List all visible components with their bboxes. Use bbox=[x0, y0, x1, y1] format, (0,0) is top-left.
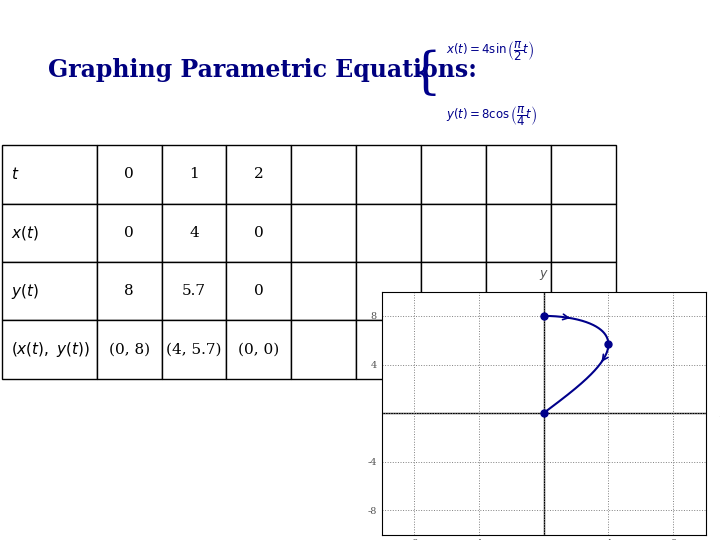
Point bbox=[538, 409, 549, 417]
Text: $y$: $y$ bbox=[539, 268, 549, 282]
Text: $x$: $x$ bbox=[719, 407, 720, 420]
Point bbox=[603, 340, 614, 348]
Text: $y(t) = 8\cos\left(\dfrac{\pi}{4}t\right)$: $y(t) = 8\cos\left(\dfrac{\pi}{4}t\right… bbox=[446, 104, 536, 128]
Text: $x(t) = 4\sin\left(\dfrac{\pi}{2}t\right)$: $x(t) = 4\sin\left(\dfrac{\pi}{2}t\right… bbox=[446, 39, 534, 63]
Text: {: { bbox=[410, 50, 442, 99]
Point bbox=[538, 312, 549, 320]
Text: Graphing Parametric Equations:: Graphing Parametric Equations: bbox=[48, 58, 477, 82]
